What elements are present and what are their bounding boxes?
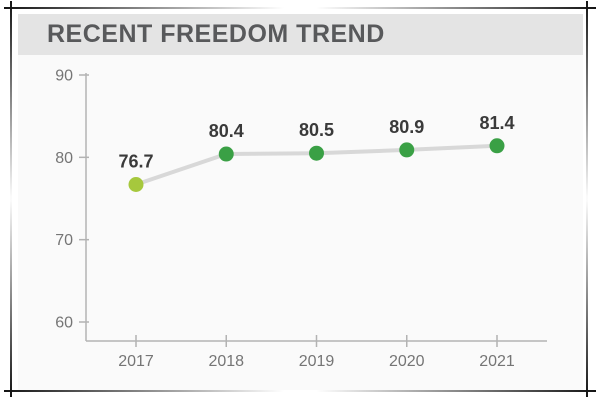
data-point-value-label: 80.4 — [209, 121, 244, 141]
y-tick-label: 90 — [55, 68, 73, 85]
x-tick-label: 2018 — [208, 353, 244, 370]
data-point — [309, 145, 324, 161]
x-tick-label: 2021 — [479, 353, 515, 370]
y-tick-label: 60 — [55, 315, 73, 332]
data-point — [399, 142, 415, 158]
x-tick-label: 2017 — [118, 353, 154, 370]
chart-header-banner: RECENT FREEDOM TREND — [18, 14, 583, 55]
data-point-value-label: 80.5 — [299, 120, 334, 140]
data-point — [218, 146, 234, 162]
data-point — [128, 177, 144, 193]
data-point-value-label: 81.4 — [479, 113, 514, 133]
x-tick-label: 2019 — [299, 353, 335, 370]
data-point-value-label: 76.7 — [118, 152, 153, 172]
y-tick-label: 80 — [55, 150, 73, 167]
x-tick-label: 2020 — [389, 353, 425, 370]
data-point — [489, 138, 505, 154]
chart-card: RECENT FREEDOM TREND — [18, 14, 583, 390]
y-tick-label: 70 — [55, 232, 73, 249]
chart-title: RECENT FREEDOM TREND — [47, 20, 385, 48]
data-point-value-label: 80.9 — [389, 117, 424, 137]
